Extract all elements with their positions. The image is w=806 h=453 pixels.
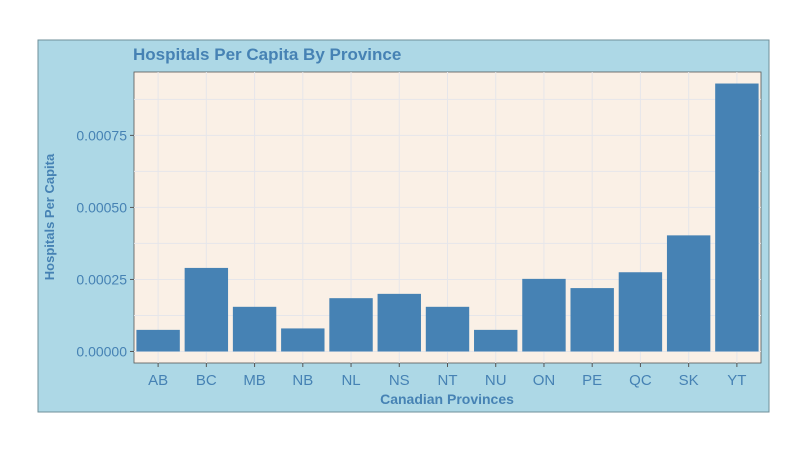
- chart-title: Hospitals Per Capita By Province: [133, 45, 401, 64]
- x-tick-label-pe: PE: [582, 372, 602, 389]
- bar-nt: [425, 306, 470, 352]
- bar-nu: [474, 329, 518, 352]
- bar-mb: [232, 306, 277, 352]
- x-tick-label-ab: AB: [148, 372, 168, 389]
- x-tick-label-yt: YT: [727, 372, 746, 389]
- bar-ns: [377, 293, 421, 352]
- x-axis-label: Canadian Provinces: [380, 391, 514, 407]
- bar-qc: [618, 272, 663, 352]
- y-tick-label: 0.00050: [76, 199, 127, 215]
- bar-ab: [136, 329, 180, 352]
- y-tick-label: 0.00000: [76, 343, 127, 359]
- bar-on: [522, 278, 566, 352]
- bar-nb: [281, 328, 325, 352]
- x-tick-label-bc: BC: [196, 372, 217, 389]
- x-tick-label-nt: NT: [438, 372, 458, 389]
- x-tick-label-sk: SK: [679, 372, 699, 389]
- bars: [136, 83, 759, 352]
- y-tick-label: 0.00025: [76, 271, 127, 287]
- x-tick-label-on: ON: [533, 372, 556, 389]
- x-tick-label-ns: NS: [389, 372, 410, 389]
- y-axis-label: Hospitals Per Capita: [42, 153, 57, 280]
- bar-yt: [715, 83, 759, 352]
- x-tick-label-mb: MB: [243, 372, 266, 389]
- y-axis-ticks: 0.00000 0.00025 0.00050 0.00075: [76, 127, 134, 359]
- x-tick-label-qc: QC: [629, 372, 652, 389]
- y-tick-label: 0.00075: [76, 127, 127, 143]
- bar-sk: [666, 235, 711, 352]
- x-tick-label-nu: NU: [485, 372, 507, 389]
- x-axis-ticks: AB BC MB NB NL NS NT NU ON PE QC SK YT: [148, 363, 746, 389]
- bar-bc: [184, 267, 229, 352]
- bar-nl: [329, 298, 373, 352]
- x-tick-label-nb: NB: [292, 372, 313, 389]
- x-tick-label-nl: NL: [341, 372, 360, 389]
- bar-pe: [570, 288, 614, 352]
